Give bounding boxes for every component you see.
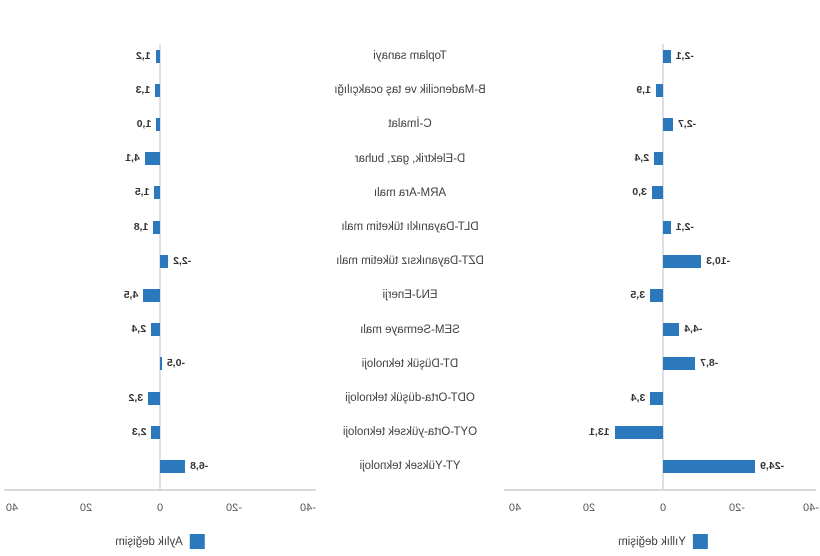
bar-aylik-1 — [155, 83, 160, 97]
monthly-legend: Aylık değişim — [115, 534, 205, 549]
bar-aylik-4 — [154, 186, 160, 200]
bar-aylik-2 — [156, 117, 160, 131]
bar-aylik-11 — [151, 425, 160, 439]
bar-aylik-7 — [143, 288, 160, 302]
bar-aylik-3 — [144, 152, 160, 166]
value-label-aylik-5: 1,8 — [133, 220, 149, 233]
x-tick-label-aylik-0: 0 — [156, 502, 164, 514]
x-tick-label-aylik--20: -20 — [226, 502, 242, 514]
value-label-aylik-3: 4,1 — [125, 152, 140, 165]
x-tick-label-aylik-40: 40 — [5, 502, 19, 514]
value-label-aylik-9: -0,5 — [166, 357, 185, 370]
value-label-aylik-4: 1,5 — [134, 186, 150, 199]
bar-aylik-10 — [148, 391, 160, 405]
bar-aylik-12 — [160, 459, 186, 473]
value-label-aylik-0: 1,2 — [135, 49, 151, 62]
value-label-aylik-6: -2,2 — [173, 254, 192, 267]
value-label-aylik-12: -6,8 — [190, 459, 209, 472]
value-label-aylik-11: 2,3 — [131, 425, 147, 438]
bar-aylik-0 — [155, 49, 160, 63]
bar-aylik-8 — [151, 323, 160, 337]
bar-aylik-6 — [160, 254, 169, 268]
monthly-legend-swatch-icon — [189, 534, 205, 549]
bar-aylik-5 — [153, 220, 160, 234]
x-tick-label-aylik-20: 20 — [79, 502, 93, 514]
value-label-aylik-10: 3,2 — [128, 391, 144, 404]
value-label-aylik-7: 4,5 — [123, 288, 139, 301]
value-label-aylik-8: 2,4 — [131, 323, 147, 336]
value-label-aylik-1: 1,3 — [135, 83, 151, 96]
bar-aylik-9 — [160, 357, 162, 371]
x-tick-label-aylik--40: -40 — [300, 502, 316, 514]
value-label-aylik-2: 1,0 — [136, 117, 152, 130]
monthly-x-axis-line — [4, 489, 316, 491]
monthly-legend-label: Aylık değişim — [115, 535, 183, 548]
